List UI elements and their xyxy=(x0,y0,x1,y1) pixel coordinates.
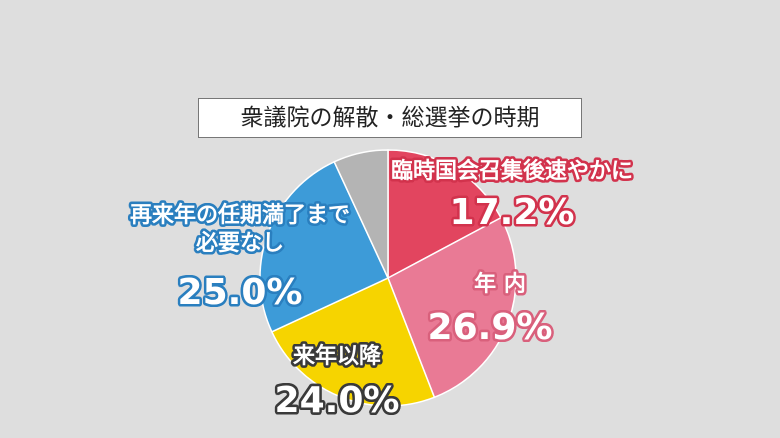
pie-slice xyxy=(387,149,502,280)
chart-title: 衆議院の解散・総選挙の時期 xyxy=(198,98,582,138)
value-label: 17.2% xyxy=(449,192,575,233)
pie-slice xyxy=(333,149,389,279)
pie-slice xyxy=(270,276,436,407)
pie-slice xyxy=(387,216,517,399)
value-label: 25.0% xyxy=(177,272,303,313)
slice-label: 再来年の任期満了まで必要なし xyxy=(129,203,350,256)
value-label: 26.9% xyxy=(427,307,553,348)
pie-slice xyxy=(259,160,389,333)
slice-label: 臨時国会召集後速やかに xyxy=(390,159,633,184)
value-label: 24.0% xyxy=(274,380,400,421)
slice-label: 来年以降 xyxy=(292,344,381,369)
slice-label: 年 内 xyxy=(474,272,526,297)
